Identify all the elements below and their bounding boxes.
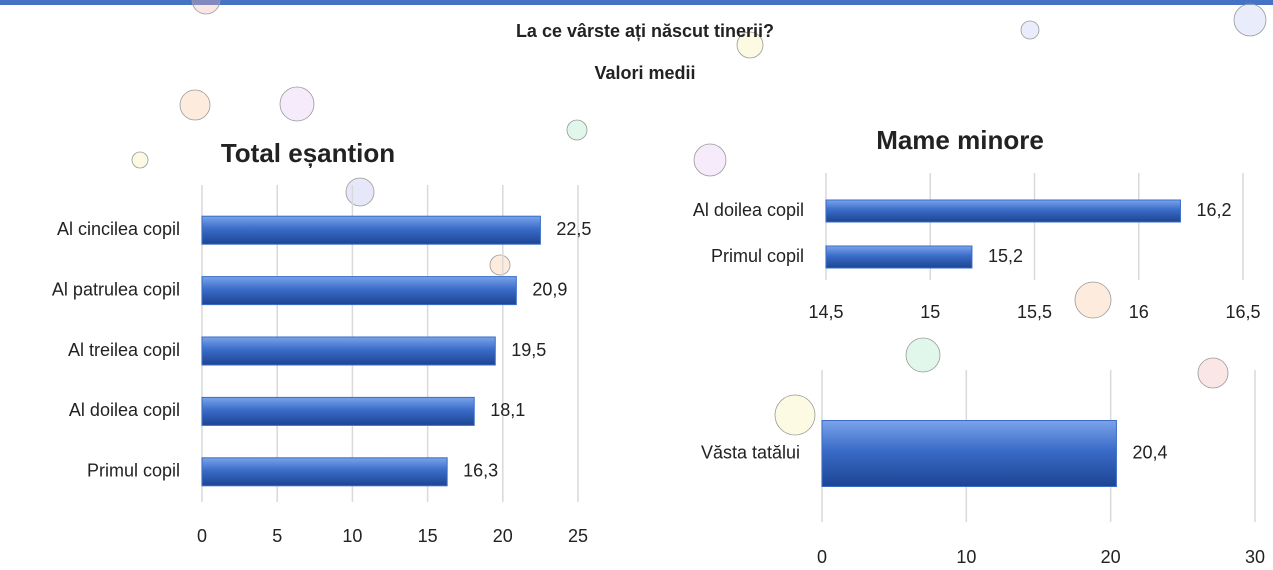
chart-title: Total eșantion <box>221 138 395 168</box>
value-label: 15,2 <box>988 246 1023 266</box>
x-tick-label: 0 <box>817 547 827 567</box>
value-label: 18,1 <box>490 400 525 420</box>
chart-title: Mame minore <box>876 125 1044 155</box>
value-label: 19,5 <box>511 340 546 360</box>
y-tick-label: Al doilea copil <box>693 200 804 220</box>
value-label: 20,9 <box>532 279 567 299</box>
y-tick-label: Al patrulea copil <box>52 279 180 299</box>
y-tick-label: Văsta tatălui <box>701 442 800 462</box>
x-tick-label: 14,5 <box>808 302 843 322</box>
y-tick-label: Primul copil <box>87 461 180 481</box>
bar <box>825 199 1181 223</box>
value-label: 16,2 <box>1196 200 1231 220</box>
y-tick-label: Primul copil <box>711 246 804 266</box>
bar <box>201 336 496 366</box>
x-tick-label: 20 <box>493 526 513 546</box>
x-tick-label: 10 <box>956 547 976 567</box>
bar <box>201 457 448 487</box>
value-label: 20,4 <box>1132 442 1167 462</box>
x-tick-label: 15,5 <box>1017 302 1052 322</box>
value-label: 16,3 <box>463 461 498 481</box>
page-title: La ce vârste ați născut tinerii? <box>516 21 774 41</box>
x-tick-label: 16,5 <box>1225 302 1260 322</box>
x-tick-label: 15 <box>418 526 438 546</box>
x-tick-label: 0 <box>197 526 207 546</box>
x-tick-label: 15 <box>920 302 940 322</box>
x-tick-label: 16 <box>1129 302 1149 322</box>
bar <box>201 276 517 306</box>
bar <box>821 420 1117 487</box>
x-tick-label: 10 <box>342 526 362 546</box>
x-tick-label: 5 <box>272 526 282 546</box>
page-subtitle: Valori medii <box>594 63 695 83</box>
bubbles <box>131 0 1267 436</box>
value-label: 22,5 <box>556 219 591 239</box>
y-tick-label: Al doilea copil <box>69 400 180 420</box>
bar <box>825 245 973 269</box>
top-border <box>0 0 1273 5</box>
x-tick-label: 25 <box>568 526 588 546</box>
bar <box>201 215 541 245</box>
bar <box>201 396 475 426</box>
x-tick-label: 30 <box>1245 547 1265 567</box>
x-tick-label: 20 <box>1101 547 1121 567</box>
y-tick-label: Al cincilea copil <box>57 219 180 239</box>
y-tick-label: Al treilea copil <box>68 340 180 360</box>
